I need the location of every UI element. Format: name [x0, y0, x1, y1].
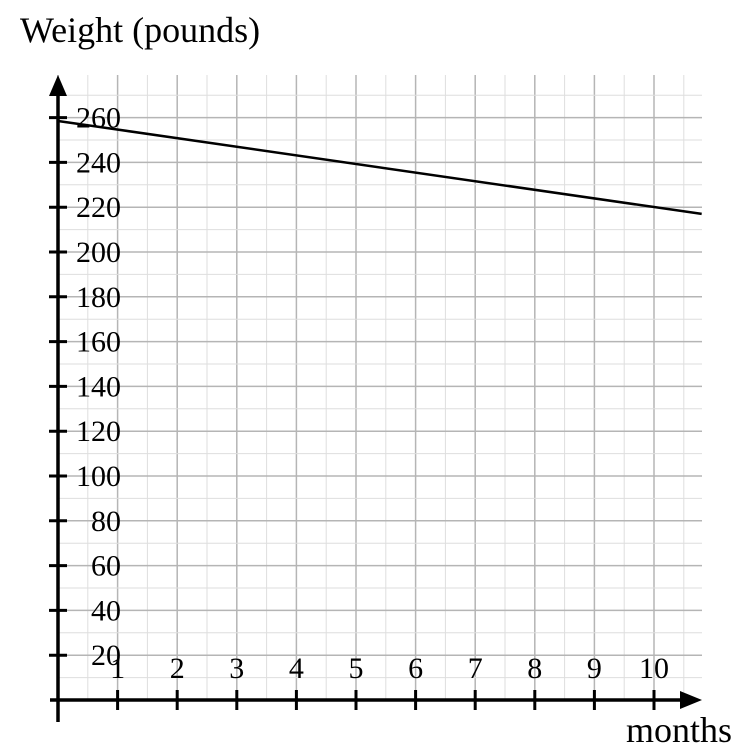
y-tick-label: 200 — [76, 236, 121, 269]
weight-line — [57, 119, 702, 216]
x-tick-label: 5 — [349, 652, 364, 685]
tick-labels: 1 2 3 4 5 6 7 8 9 10 20 40 60 80 100 120 140 160 180 200 220… — [76, 102, 669, 685]
x-axis-title: months — [626, 710, 732, 750]
y-tick-label: 100 — [76, 460, 121, 493]
y-tick-label: 260 — [76, 102, 121, 135]
ticks — [49, 116, 656, 710]
x-tick-label: 8 — [527, 652, 542, 685]
x-tick-label: 9 — [587, 652, 602, 685]
y-tick-label: 140 — [76, 370, 121, 403]
axes — [49, 75, 702, 722]
y-axis-arrowhead — [49, 75, 67, 96]
y-axis-title: Weight (pounds) — [20, 10, 260, 50]
x-tick-label: 6 — [408, 652, 423, 685]
x-axis-arrowhead — [680, 691, 702, 709]
y-tick-label: 60 — [91, 550, 121, 583]
y-tick-label: 80 — [91, 505, 121, 538]
y-tick-label: 220 — [76, 191, 121, 224]
grid — [57, 75, 702, 700]
x-tick-label: 7 — [468, 652, 483, 685]
series-group — [57, 119, 702, 216]
x-tick-label: 1 — [110, 652, 125, 685]
x-tick-label: 3 — [229, 652, 244, 685]
y-tick-label: 160 — [76, 326, 121, 359]
y-tick-label: 20 — [91, 639, 121, 672]
x-tick-label: 4 — [289, 652, 304, 685]
y-tick-label: 180 — [76, 281, 121, 314]
y-tick-label: 120 — [76, 415, 121, 448]
x-tick-label: 10 — [639, 652, 669, 685]
y-tick-label: 40 — [91, 594, 121, 627]
x-tick-label: 2 — [170, 652, 185, 685]
y-tick-label: 240 — [76, 146, 121, 179]
